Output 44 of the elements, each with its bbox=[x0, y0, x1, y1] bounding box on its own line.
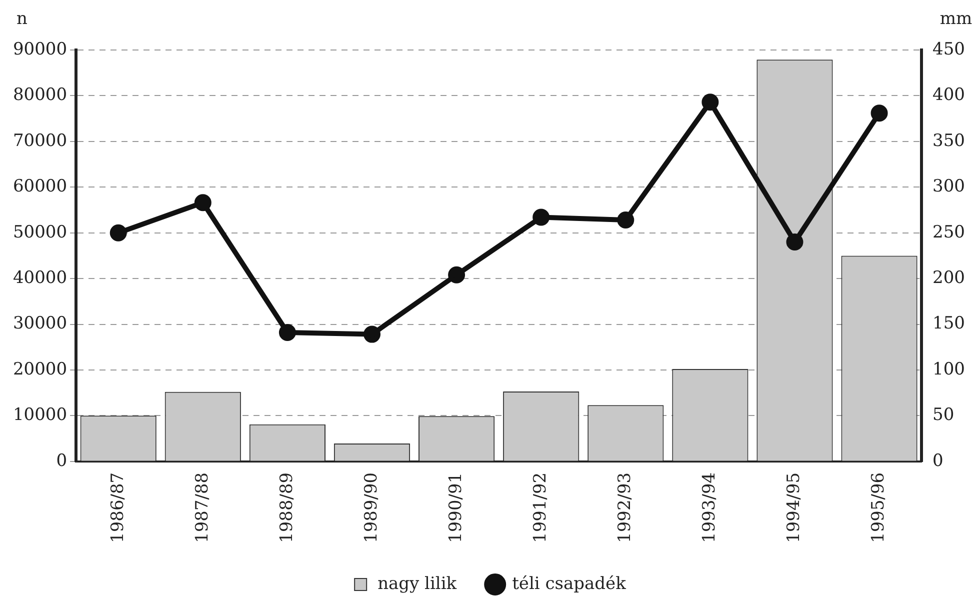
y2-tick-label: 150 bbox=[932, 314, 966, 334]
y-tick-label: 60000 bbox=[12, 176, 68, 197]
legend-label: téli csapadék bbox=[512, 574, 627, 594]
y-tick-label: 40000 bbox=[12, 268, 68, 288]
x-tick-label: 1994/95 bbox=[784, 472, 804, 543]
point bbox=[532, 208, 550, 226]
point bbox=[194, 194, 212, 212]
point bbox=[278, 324, 296, 341]
y2-tick-label: 450 bbox=[932, 39, 966, 60]
point bbox=[448, 266, 466, 284]
point bbox=[110, 224, 127, 242]
x-tick-label: 1988/89 bbox=[276, 472, 297, 543]
y2-tick-label: 300 bbox=[932, 176, 966, 197]
y2-tick-label: 250 bbox=[932, 222, 966, 242]
x-tick-label: 1986/87 bbox=[108, 472, 128, 543]
x-tick-label: 1989/90 bbox=[361, 472, 382, 543]
x-tick-label: 1991/92 bbox=[530, 472, 551, 543]
y2-tick-label: 50 bbox=[932, 405, 954, 426]
y2-tick-label: 200 bbox=[932, 268, 966, 288]
point bbox=[617, 212, 634, 229]
x-tick-label: 1990/91 bbox=[446, 472, 466, 543]
x-tick-label: 1987/88 bbox=[192, 472, 212, 543]
point bbox=[786, 233, 804, 250]
y2-axis-title: mm bbox=[940, 8, 972, 29]
y-tick-label: 30000 bbox=[12, 314, 68, 334]
point bbox=[870, 104, 888, 122]
y2-tick-label: 350 bbox=[932, 130, 966, 151]
y-tick-label: 10000 bbox=[12, 405, 68, 426]
x-tick-label: 1993/94 bbox=[700, 472, 720, 543]
x-tick-label: 1995/96 bbox=[868, 472, 889, 543]
y2-tick-label: 400 bbox=[932, 85, 966, 106]
y-tick-label: 80000 bbox=[12, 85, 68, 106]
legend-label: nagy lilik bbox=[378, 574, 458, 594]
point bbox=[363, 326, 380, 343]
y-axis-title: n bbox=[16, 8, 28, 29]
y-tick-label: 90000 bbox=[12, 39, 68, 60]
x-tick-label: 1992/93 bbox=[615, 472, 636, 543]
y-tick-label: 0 bbox=[56, 450, 68, 471]
y2-tick-label: 0 bbox=[932, 450, 944, 471]
y-tick-label: 50000 bbox=[12, 222, 68, 242]
y-tick-label: 70000 bbox=[12, 130, 68, 151]
y-tick-label: 20000 bbox=[12, 359, 68, 380]
y2-tick-label: 100 bbox=[932, 359, 966, 380]
point bbox=[702, 94, 719, 111]
